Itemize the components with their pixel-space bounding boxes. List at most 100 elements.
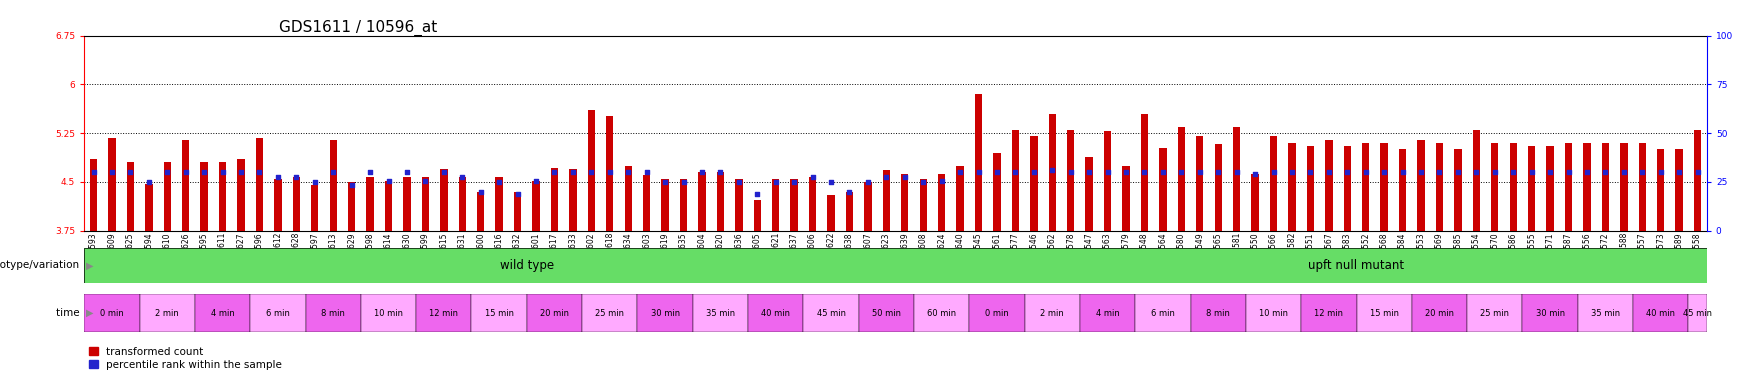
Text: ▶: ▶ [86, 260, 93, 270]
Bar [84, 248, 969, 283]
Point [153, 169, 181, 175]
Bar [913, 294, 969, 332]
Point [1572, 169, 1601, 175]
Bar [625, 166, 632, 231]
Point [1037, 167, 1065, 173]
Bar [1306, 146, 1313, 231]
Text: 25 min: 25 min [595, 309, 625, 318]
Bar [1436, 143, 1443, 231]
Bar [920, 178, 927, 231]
Bar [1601, 143, 1608, 231]
Text: 60 min: 60 min [927, 309, 956, 318]
Point [779, 179, 807, 185]
Point [190, 169, 218, 175]
Point [1167, 169, 1195, 175]
Bar [347, 182, 355, 231]
Point [1462, 169, 1490, 175]
Bar [362, 294, 416, 332]
Point [226, 169, 254, 175]
Bar [1472, 130, 1479, 231]
Bar [679, 178, 686, 231]
Bar [311, 185, 318, 231]
Point [116, 169, 144, 175]
Bar [753, 200, 760, 231]
Point [172, 169, 200, 175]
Text: 10 min: 10 min [1258, 309, 1288, 318]
Bar [1362, 143, 1369, 231]
Bar [790, 178, 797, 231]
Bar [526, 294, 581, 332]
Text: wild type: wild type [500, 259, 553, 272]
Text: 6 min: 6 min [265, 309, 290, 318]
Point [135, 179, 163, 185]
Bar [219, 162, 226, 231]
Point [1516, 169, 1544, 175]
Bar [662, 178, 669, 231]
Point [1590, 169, 1618, 175]
Text: upft null mutant: upft null mutant [1307, 259, 1404, 272]
Point [558, 169, 586, 175]
Text: 10 min: 10 min [374, 309, 404, 318]
Point [890, 174, 918, 180]
Point [79, 169, 107, 175]
Bar [1023, 294, 1079, 332]
Bar [1657, 149, 1664, 231]
Point [816, 179, 844, 185]
Bar [1121, 166, 1128, 231]
Text: 45 min: 45 min [816, 309, 846, 318]
Bar [937, 174, 944, 231]
Point [1000, 169, 1028, 175]
Point [963, 169, 992, 175]
Text: 35 min: 35 min [706, 309, 735, 318]
Point [651, 179, 679, 185]
Point [1627, 169, 1655, 175]
Bar [84, 294, 140, 332]
Bar [470, 294, 526, 332]
Point [1185, 169, 1213, 175]
Text: 45 min: 45 min [1681, 309, 1711, 318]
Bar [993, 153, 1000, 231]
Bar [863, 182, 870, 231]
Point [1295, 169, 1323, 175]
Bar [1232, 127, 1239, 231]
Point [853, 179, 881, 185]
Point [1258, 169, 1286, 175]
Point [1130, 169, 1158, 175]
Point [983, 169, 1011, 175]
Bar [569, 169, 576, 231]
Point [98, 169, 126, 175]
Point [1406, 169, 1434, 175]
Text: 8 min: 8 min [321, 309, 346, 318]
Point [1020, 169, 1048, 175]
Text: 2 min: 2 min [1039, 309, 1064, 318]
Bar [477, 192, 484, 231]
Text: 30 min: 30 min [1534, 309, 1564, 318]
Text: 8 min: 8 min [1206, 309, 1230, 318]
Bar [1141, 114, 1148, 231]
Bar [495, 177, 502, 231]
Point [1241, 171, 1269, 177]
Text: 20 min: 20 min [539, 309, 569, 318]
Text: 4 min: 4 min [1095, 309, 1120, 318]
Bar [1620, 143, 1627, 231]
Point [430, 169, 458, 175]
Bar [249, 294, 305, 332]
Point [246, 169, 274, 175]
Text: 15 min: 15 min [484, 309, 514, 318]
Bar [146, 184, 153, 231]
Bar [1564, 143, 1571, 231]
Bar [195, 294, 249, 332]
Bar [1583, 143, 1590, 231]
Text: genotype/variation: genotype/variation [0, 260, 82, 270]
Legend: transformed count, percentile rank within the sample: transformed count, percentile rank withi… [90, 346, 283, 370]
Bar [827, 195, 834, 231]
Text: 2 min: 2 min [154, 309, 179, 318]
Point [1369, 169, 1397, 175]
Bar [1522, 294, 1576, 332]
Bar [163, 162, 170, 231]
Bar [1269, 136, 1276, 231]
Bar [1011, 130, 1018, 231]
Bar [90, 159, 97, 231]
Bar [126, 162, 133, 231]
Text: 20 min: 20 min [1423, 309, 1453, 318]
